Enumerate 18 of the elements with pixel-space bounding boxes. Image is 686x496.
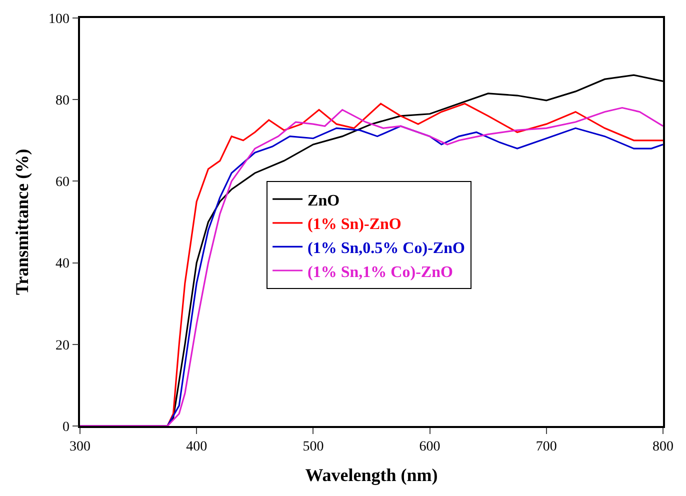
y-tick-label: 0 bbox=[62, 420, 70, 435]
y-axis-title: Transmittance (%) bbox=[12, 148, 32, 296]
y-tick-label: 100 bbox=[48, 12, 70, 27]
x-tick-label: 600 bbox=[419, 440, 440, 455]
x-axis-title: Wavelength (nm) bbox=[305, 465, 438, 486]
legend-label: (1% Sn)-ZnO bbox=[308, 216, 402, 234]
legend-label: (1% Sn,0.5% Co)-ZnO bbox=[308, 240, 465, 257]
y-tick-label: 20 bbox=[55, 338, 70, 354]
x-tick-label: 500 bbox=[302, 440, 324, 455]
x-tick-label: 400 bbox=[186, 440, 208, 455]
legend-label: ZnO bbox=[308, 192, 340, 210]
x-tick-label: 300 bbox=[70, 440, 90, 455]
x-tick-label: 800 bbox=[652, 440, 674, 455]
y-tick-label: 80 bbox=[55, 94, 70, 108]
y-tick-label: 40 bbox=[55, 256, 70, 272]
legend-label: (1% Sn,1% Co)-ZnO bbox=[308, 264, 453, 281]
x-tick-label: 700 bbox=[536, 440, 557, 455]
y-tick-label: 60 bbox=[55, 175, 70, 190]
